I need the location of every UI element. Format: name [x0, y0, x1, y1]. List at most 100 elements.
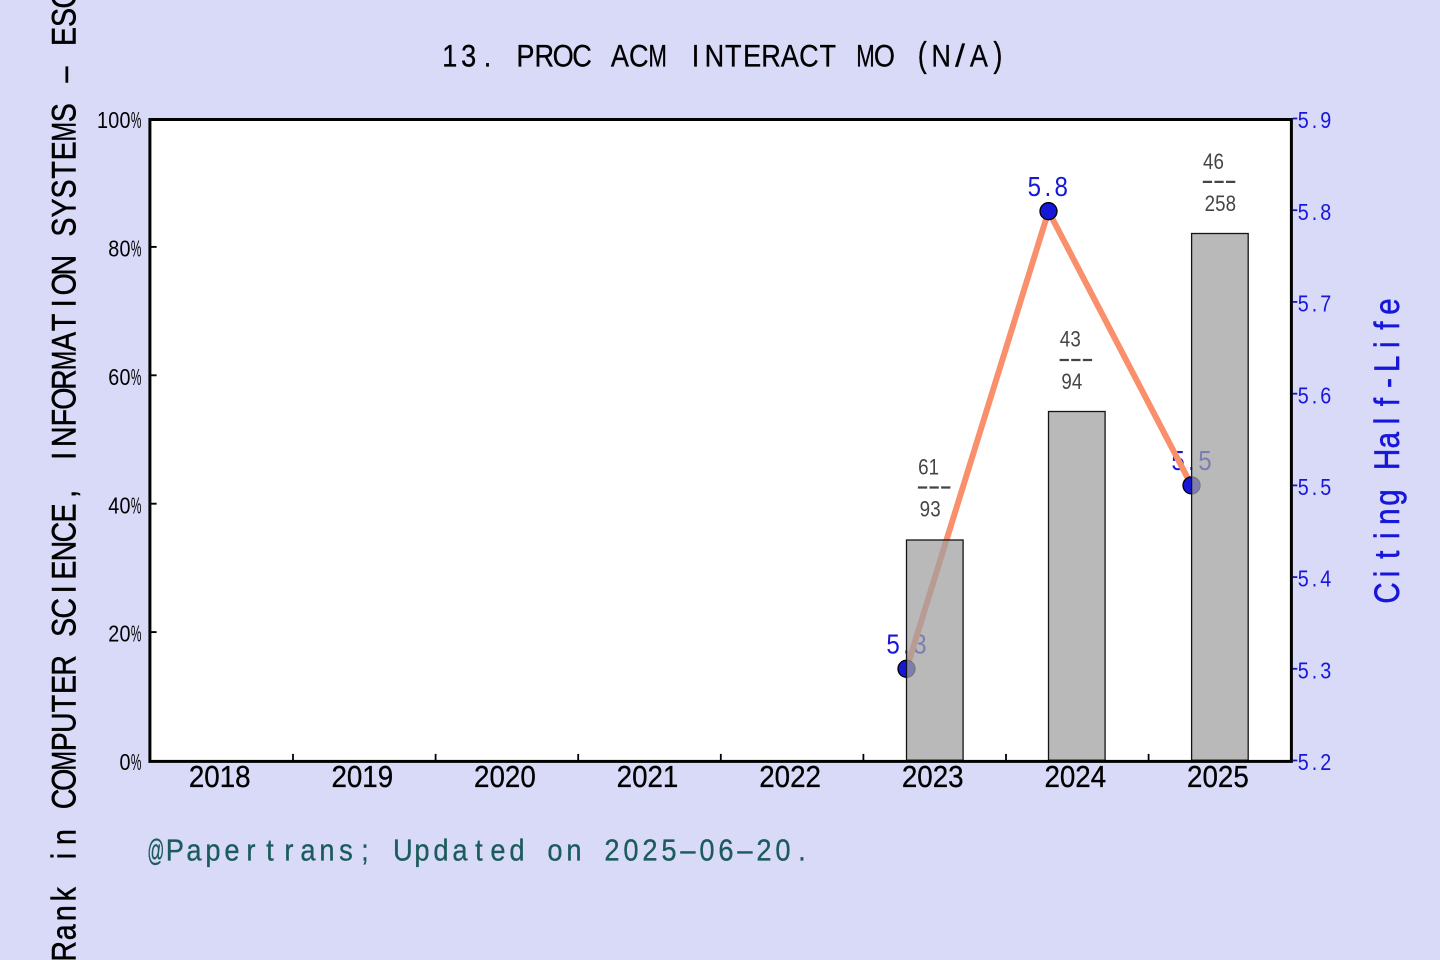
svg-text:T: T: [45, 161, 83, 178]
svg-text:.: .: [1312, 748, 1317, 775]
svg-text:O: O: [553, 39, 574, 74]
svg-text:E: E: [45, 561, 83, 580]
svg-text:r: r: [246, 834, 255, 868]
svg-text:0: 0: [520, 760, 535, 795]
svg-text:4: 4: [1203, 149, 1213, 174]
svg-text:2: 2: [759, 760, 774, 795]
svg-text:R: R: [761, 39, 781, 74]
svg-text:I: I: [45, 299, 83, 307]
svg-text:8: 8: [108, 235, 119, 262]
svg-text:T: T: [725, 39, 742, 74]
svg-text:M: M: [46, 122, 83, 142]
svg-text:2: 2: [642, 834, 657, 868]
svg-text:t: t: [1368, 551, 1407, 559]
svg-text:/: /: [955, 39, 966, 74]
svg-text:%: %: [131, 363, 142, 390]
svg-text:R: R: [45, 941, 83, 960]
svg-text:C: C: [629, 39, 649, 74]
svg-text:U: U: [45, 712, 83, 733]
svg-text:2: 2: [790, 760, 805, 795]
svg-text:,: ,: [45, 490, 83, 498]
svg-text:8: 8: [1226, 192, 1236, 217]
svg-text:6: 6: [1320, 382, 1331, 409]
svg-text:R: R: [45, 369, 83, 390]
svg-text:3: 3: [1070, 327, 1080, 352]
svg-text:5: 5: [1298, 382, 1309, 409]
svg-text:–: –: [45, 66, 83, 82]
svg-text:(: (: [918, 34, 927, 75]
svg-text:0: 0: [489, 760, 504, 795]
svg-text:4: 4: [108, 492, 119, 519]
svg-text:E: E: [45, 675, 83, 694]
svg-text:C: C: [45, 598, 83, 619]
svg-text:P: P: [45, 732, 83, 751]
svg-text:a: a: [452, 834, 468, 868]
svg-text:o: o: [547, 834, 562, 868]
svg-text:0: 0: [623, 834, 638, 868]
svg-text:8: 8: [1055, 170, 1068, 202]
svg-text:M: M: [648, 38, 667, 74]
svg-text:0: 0: [632, 760, 647, 795]
svg-text:.: .: [1044, 170, 1051, 202]
svg-text:N: N: [45, 426, 83, 447]
svg-text:2: 2: [474, 760, 489, 795]
svg-text:e: e: [490, 834, 505, 868]
svg-text:O: O: [45, 769, 83, 791]
svg-text:.: .: [1312, 473, 1317, 500]
svg-text:0: 0: [1202, 760, 1217, 795]
svg-text:l: l: [1368, 418, 1407, 425]
svg-text:6: 6: [1214, 149, 1224, 174]
svg-text:2: 2: [108, 620, 119, 647]
svg-text:2: 2: [648, 760, 663, 795]
svg-text:.: .: [1312, 290, 1317, 317]
svg-text:p: p: [414, 834, 429, 868]
svg-text:i: i: [1368, 532, 1407, 539]
svg-text:2: 2: [1320, 748, 1331, 775]
svg-text:0: 0: [775, 834, 790, 868]
svg-text:a: a: [1368, 432, 1407, 448]
svg-text:5: 5: [1298, 198, 1309, 225]
svg-text:1: 1: [442, 39, 457, 74]
svg-text:2: 2: [1205, 192, 1215, 217]
svg-text:n: n: [45, 905, 83, 921]
svg-text:2: 2: [331, 760, 346, 795]
svg-text:i: i: [1368, 571, 1407, 578]
svg-text:0: 0: [119, 492, 130, 519]
svg-text:5: 5: [1298, 657, 1309, 684]
svg-text:R: R: [534, 39, 554, 74]
svg-text:5: 5: [886, 628, 899, 660]
svg-text:0: 0: [119, 363, 130, 390]
svg-text:.: .: [1312, 106, 1317, 133]
svg-text:6: 6: [718, 834, 733, 868]
svg-text:2: 2: [902, 760, 917, 795]
svg-text:T: T: [45, 695, 83, 712]
svg-text:5: 5: [1298, 290, 1309, 317]
svg-text:N: N: [705, 39, 725, 74]
svg-text:5: 5: [1215, 192, 1225, 217]
svg-text:I: I: [45, 585, 83, 593]
svg-text:F: F: [45, 409, 83, 426]
svg-text:C: C: [45, 789, 83, 810]
svg-text:a: a: [300, 834, 316, 868]
svg-text:0: 0: [108, 106, 119, 133]
svg-text:4: 4: [1060, 327, 1070, 352]
svg-text:%: %: [131, 107, 142, 134]
svg-text:d: d: [509, 834, 524, 868]
svg-text:2: 2: [1044, 760, 1059, 795]
svg-text:3: 3: [1320, 657, 1331, 684]
svg-text:;: ;: [361, 834, 369, 868]
svg-text:-: -: [1368, 378, 1407, 388]
svg-text:5: 5: [1298, 473, 1309, 500]
svg-text:8: 8: [1320, 198, 1331, 225]
svg-text:N: N: [931, 39, 951, 74]
svg-text:a: a: [186, 834, 202, 868]
svg-text:r: r: [284, 834, 293, 868]
svg-text:2: 2: [933, 760, 948, 795]
svg-text:s: s: [339, 834, 353, 868]
svg-text:H: H: [1368, 449, 1407, 470]
svg-text:.: .: [1312, 198, 1317, 225]
svg-text:8: 8: [235, 760, 250, 795]
svg-text:1: 1: [220, 760, 235, 795]
svg-text:n: n: [1368, 508, 1407, 524]
svg-text:2: 2: [1075, 760, 1090, 795]
